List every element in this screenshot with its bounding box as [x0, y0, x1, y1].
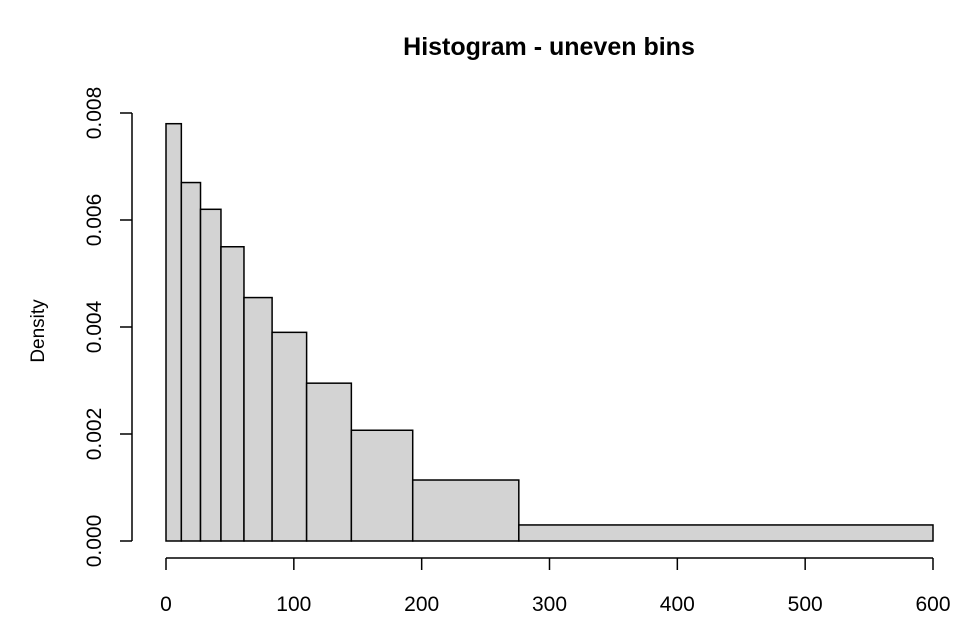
x-axis: 0 100 200 300 400 500 600: [160, 557, 951, 616]
y-tick-label-2: 0.004: [83, 300, 106, 353]
chart-title: Histogram - uneven bins: [403, 33, 695, 61]
x-tick-label-6: 600: [915, 593, 950, 616]
histogram-bar-2: [199, 208, 222, 542]
histogram-bar-6: [305, 382, 353, 542]
histogram-bar-7: [350, 429, 414, 542]
x-tick-label-5: 500: [788, 593, 823, 616]
histogram-bar-4: [243, 296, 273, 542]
y-axis-label: Density: [28, 299, 49, 363]
histogram-bar-0: [165, 122, 183, 542]
histogram-bars: [165, 122, 934, 542]
x-tick-label-2: 200: [404, 593, 439, 616]
y-axis: 0.000 0.002 0.004 0.006 0.008: [83, 87, 133, 568]
y-tick-label-0: 0.000: [83, 515, 106, 568]
y-tick-label-1: 0.002: [83, 408, 106, 461]
x-tick-label-0: 0: [160, 593, 172, 616]
x-tick-label-4: 400: [660, 593, 695, 616]
histogram-bar-5: [271, 331, 308, 542]
histogram-bar-1: [180, 181, 202, 542]
y-tick-label-3: 0.006: [83, 194, 106, 247]
x-tick-label-3: 300: [532, 593, 567, 616]
histogram-bar-3: [220, 246, 245, 542]
histogram-bar-8: [411, 479, 520, 542]
x-tick-label-1: 100: [276, 593, 311, 616]
histogram-bar-9: [518, 524, 934, 542]
y-tick-label-4: 0.008: [83, 87, 106, 140]
